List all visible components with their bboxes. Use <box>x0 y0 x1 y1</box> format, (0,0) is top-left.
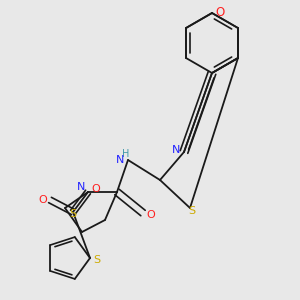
Text: O: O <box>215 7 225 20</box>
Text: S: S <box>69 209 76 219</box>
Text: H: H <box>122 149 130 159</box>
Text: S: S <box>93 255 100 265</box>
Text: O: O <box>39 195 47 205</box>
Text: N: N <box>116 155 124 165</box>
Text: O: O <box>92 184 100 194</box>
Text: S: S <box>188 206 196 216</box>
Text: O: O <box>147 210 155 220</box>
Text: N: N <box>172 145 180 155</box>
Text: N: N <box>77 182 85 192</box>
